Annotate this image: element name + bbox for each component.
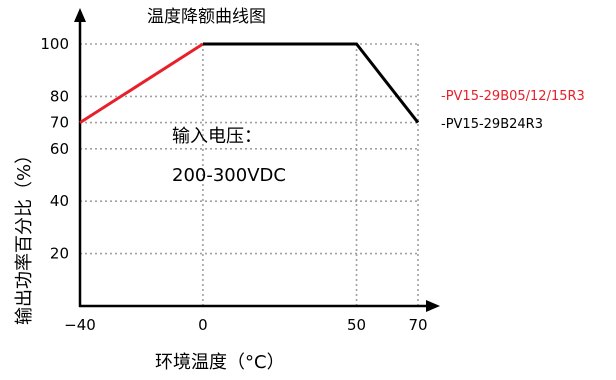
legend-label-0: -PV15-29B05/12/15R3 (441, 89, 585, 104)
y-tick-label: 60 (50, 140, 69, 158)
series-line-1 (202, 42, 420, 124)
y-tick-label: 20 (50, 245, 69, 263)
x-tick-label: 70 (408, 316, 427, 334)
series-group (79, 42, 420, 124)
grid (80, 43, 419, 306)
y-tick-label: 80 (50, 87, 69, 105)
legend-label-1: -PV15-29B24R3 (441, 117, 543, 132)
x-tick-label: 50 (347, 316, 366, 334)
annotation-line-1: 输入电压： (172, 126, 262, 147)
y-tick-label: 40 (50, 192, 69, 210)
y-tick-label: 70 (50, 114, 69, 132)
annotation-line-2: 200-300VDC (172, 165, 286, 186)
y-tick-labels: 20 40 60 70 80 100 (40, 35, 69, 263)
x-axis-arrow-icon (426, 300, 440, 312)
y-axis-label: 输出功率百分比（%） (14, 146, 35, 325)
y-tick-label: 100 (40, 35, 69, 53)
y-axis-arrow-icon (74, 8, 86, 22)
x-tick-label: 0 (198, 316, 208, 334)
chart-title: 温度降额曲线图 (147, 7, 266, 27)
x-tick-labels: −40 0 50 70 (64, 316, 427, 334)
x-tick-label: −40 (64, 316, 96, 334)
series-line-0 (79, 42, 204, 124)
legend: -PV15-29B05/12/15R3 -PV15-29B24R3 (441, 89, 585, 132)
x-axis-label: 环境温度（°C） (155, 352, 285, 373)
